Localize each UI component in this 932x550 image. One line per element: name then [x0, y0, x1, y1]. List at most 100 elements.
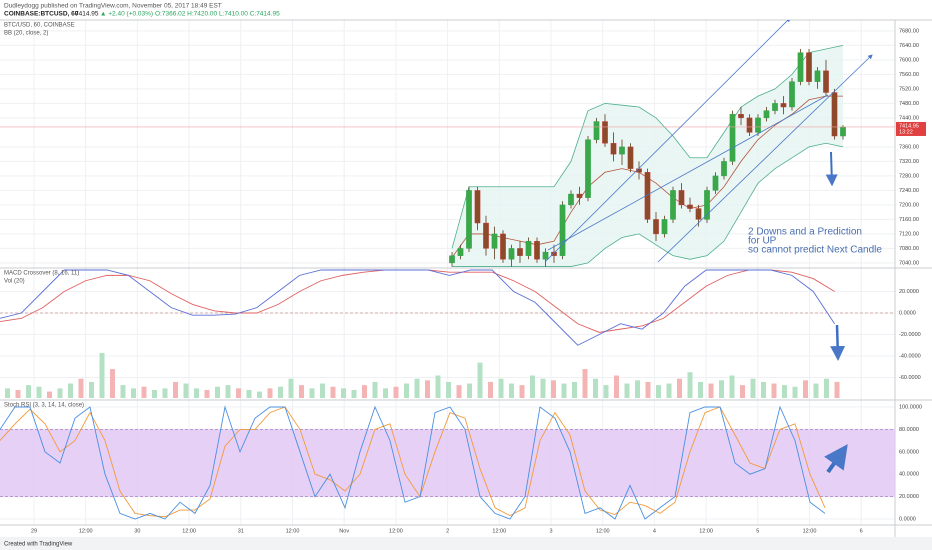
y-tick-label: -40.0000 — [899, 353, 921, 359]
candle-body — [704, 190, 710, 220]
volume-bar — [614, 375, 619, 398]
volume-bar — [110, 369, 115, 398]
candle-body — [525, 240, 532, 256]
volume-bar — [152, 389, 157, 398]
volume-bar — [215, 386, 220, 398]
candle-body — [551, 251, 557, 256]
candle-body — [474, 190, 481, 224]
volume-bar — [330, 386, 336, 398]
volume-bar — [834, 381, 840, 398]
volume-bar — [750, 378, 756, 398]
stoch-k — [0, 405, 826, 520]
x-tick-label: Nov — [339, 528, 349, 534]
volume-bar — [57, 388, 63, 398]
channel-line — [547, 94, 829, 251]
volume-bar — [120, 385, 126, 398]
volume-bar — [425, 380, 430, 398]
macd-line — [0, 269, 835, 346]
volume-bar — [36, 386, 42, 398]
volume-bar — [267, 388, 273, 398]
pane-legend: MACD Crossover (8, 16, 11) — [4, 271, 79, 277]
volume-bar — [624, 383, 630, 398]
volume-bar — [645, 381, 651, 398]
last-price: 7414.95 — [75, 11, 99, 18]
x-tick-label: 3 — [549, 528, 552, 534]
volume-bar — [204, 389, 210, 398]
volume-bar — [719, 380, 724, 398]
candle-body — [593, 121, 600, 140]
candle-body — [763, 110, 770, 119]
volume-bar — [309, 388, 315, 398]
x-tick-label: 12:00 — [492, 528, 506, 534]
bb-band — [451, 44, 844, 249]
candle-body — [661, 219, 668, 235]
volume-bar — [813, 383, 819, 398]
bb-band — [452, 142, 844, 267]
footer: Created with TradingView — [4, 542, 73, 548]
candle-body — [449, 255, 455, 264]
volume-bar — [761, 381, 766, 398]
volume-bar — [561, 383, 567, 398]
volume-bar — [257, 391, 262, 398]
candle-body — [755, 117, 761, 133]
y-tick-label: 7240.00 — [899, 188, 919, 194]
x-tick-label: 12:00 — [699, 528, 713, 534]
candle-body — [610, 143, 617, 155]
y-tick-label: 7680.00 — [899, 28, 919, 34]
candle-body — [517, 248, 523, 256]
y-tick-label: 40.0000 — [899, 472, 919, 478]
volume-bar — [509, 383, 514, 398]
candle-body — [627, 146, 634, 169]
bb-fill — [452, 45, 843, 267]
candle-body — [772, 103, 778, 111]
y-tick-label: 7480.00 — [899, 101, 919, 107]
y-tick-label: 7040.00 — [899, 260, 919, 266]
volume-bar — [173, 381, 178, 398]
candle-body — [602, 121, 608, 144]
candle-body — [831, 92, 838, 137]
x-tick-label: 12:00 — [596, 528, 610, 534]
volume-bar — [68, 383, 73, 398]
y-tick-label: 0.0000 — [899, 310, 916, 316]
channel-line — [544, 20, 791, 263]
volume-bar — [372, 381, 378, 398]
volume-bar — [414, 378, 420, 398]
volume-bar — [246, 389, 252, 398]
stoch-d — [0, 406, 826, 518]
volume-bar — [740, 385, 745, 398]
volume-bar — [320, 383, 325, 398]
y-tick-label: 20.0000 — [899, 289, 919, 295]
annotation: so cannot predict Next Candle — [748, 245, 882, 256]
candle-body — [670, 190, 676, 220]
volume-bar — [666, 383, 672, 398]
candle-body — [542, 251, 549, 260]
volume-bar — [677, 378, 682, 398]
candle-body — [695, 208, 702, 220]
x-tick-label: 31 — [238, 528, 244, 534]
volume-bar — [792, 386, 798, 398]
candle-body — [559, 204, 566, 256]
volume-bar — [393, 386, 399, 398]
candle-body — [746, 117, 753, 133]
y-tick-label: 20.0000 — [899, 494, 919, 500]
volume-bar — [488, 381, 493, 398]
y-tick-label: 7600.00 — [899, 57, 919, 63]
y-tick-label: 7640.00 — [899, 43, 919, 49]
x-tick-label: 12:00 — [286, 528, 300, 534]
candle-body — [712, 175, 719, 191]
volume-bar — [708, 383, 714, 398]
y-tick-label: 0.0000 — [899, 516, 916, 522]
y-tick-label: 7360.00 — [899, 144, 919, 150]
volume-bar — [15, 389, 21, 398]
volume-bar — [299, 385, 304, 398]
candle-body — [797, 52, 804, 82]
candle-body — [534, 240, 540, 260]
y-tick-label: 7320.00 — [899, 159, 919, 165]
volume-bar — [467, 383, 472, 398]
volume-bar — [278, 386, 283, 398]
volume-bar — [498, 378, 504, 398]
volume-bar — [530, 375, 535, 398]
y-tick-label: 7160.00 — [899, 217, 919, 223]
volume-bar — [141, 386, 147, 398]
